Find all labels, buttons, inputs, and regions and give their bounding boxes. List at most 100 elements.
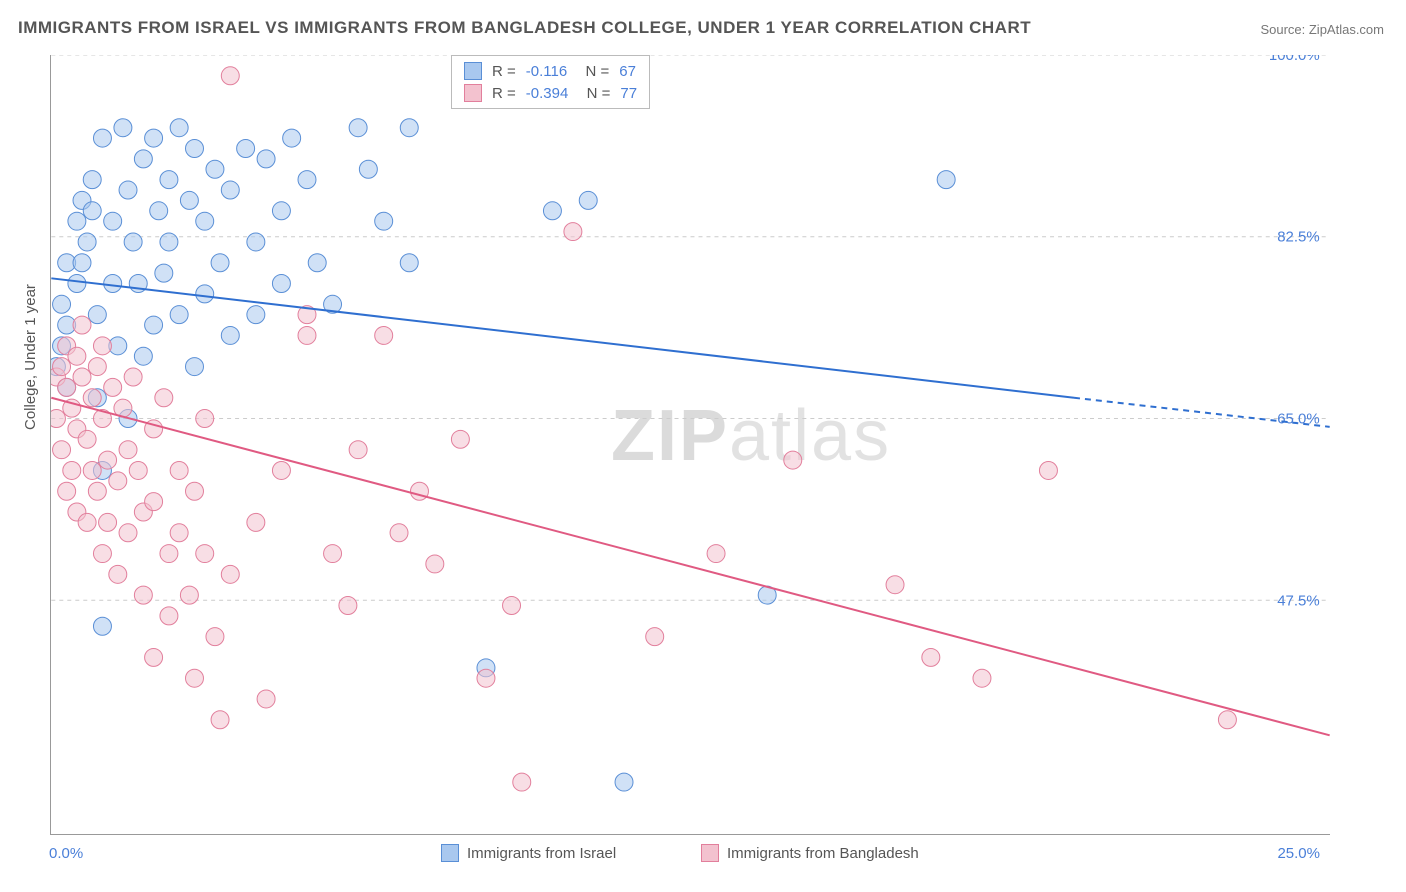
y-tick-label: 100.0% (1269, 55, 1320, 64)
data-point (247, 233, 265, 251)
r-value-israel: -0.116 (526, 63, 567, 80)
data-point (339, 597, 357, 615)
data-point (477, 669, 495, 687)
data-point (247, 513, 265, 531)
n-value-bangladesh: 77 (620, 85, 637, 102)
data-point (88, 482, 106, 500)
legend-swatch-bangladesh (464, 84, 482, 102)
data-point (83, 389, 101, 407)
data-point (426, 555, 444, 573)
data-point (73, 316, 91, 334)
legend-swatch-bangladesh-icon (701, 844, 719, 862)
data-point (58, 482, 76, 500)
data-point (615, 773, 633, 791)
data-point (78, 513, 96, 531)
data-point (78, 430, 96, 448)
data-point (93, 545, 111, 563)
data-point (324, 545, 342, 563)
data-point (451, 430, 469, 448)
data-point (145, 129, 163, 147)
data-point (53, 295, 71, 313)
source-label: Source: (1260, 22, 1308, 37)
data-point (180, 586, 198, 604)
r-label: R = (492, 63, 516, 80)
r-value-bangladesh: -0.394 (526, 85, 569, 102)
data-point (180, 191, 198, 209)
data-point (170, 461, 188, 479)
data-point (359, 160, 377, 178)
data-point (63, 461, 81, 479)
r-label: R = (492, 85, 516, 102)
data-point (145, 493, 163, 511)
n-value-israel: 67 (619, 63, 636, 80)
data-point (83, 461, 101, 479)
data-point (68, 275, 86, 293)
legend-swatch-israel-icon (441, 844, 459, 862)
data-point (88, 358, 106, 376)
data-point (93, 129, 111, 147)
data-point (93, 337, 111, 355)
data-point (68, 212, 86, 230)
data-point (186, 358, 204, 376)
data-point (375, 212, 393, 230)
data-point (99, 513, 117, 531)
data-point (58, 378, 76, 396)
data-point (73, 368, 91, 386)
scatter-svg: 100.0%82.5%65.0%47.5% (51, 55, 1330, 834)
data-point (503, 597, 521, 615)
data-point (119, 524, 137, 542)
data-point (221, 326, 239, 344)
data-point (375, 326, 393, 344)
data-point (155, 264, 173, 282)
data-point (400, 254, 418, 272)
data-point (134, 586, 152, 604)
n-label: N = (578, 85, 610, 102)
data-point (83, 202, 101, 220)
data-point (114, 119, 132, 137)
data-point (53, 358, 71, 376)
data-point (308, 254, 326, 272)
data-point (272, 202, 290, 220)
data-point (390, 524, 408, 542)
bottom-legend-label-israel: Immigrants from Israel (467, 845, 616, 862)
data-point (196, 285, 214, 303)
data-point (221, 565, 239, 583)
data-point (579, 191, 597, 209)
data-point (160, 545, 178, 563)
data-point (186, 482, 204, 500)
data-point (513, 773, 531, 791)
data-point (119, 181, 137, 199)
data-point (237, 139, 255, 157)
data-point (211, 254, 229, 272)
data-point (1039, 461, 1057, 479)
bottom-legend-label-bangladesh: Immigrants from Bangladesh (727, 845, 919, 862)
data-point (145, 316, 163, 334)
data-point (206, 160, 224, 178)
plot-area: ZIPatlas R = -0.116 N = 67 R = -0.394 N … (50, 55, 1330, 835)
data-point (155, 389, 173, 407)
data-point (257, 150, 275, 168)
data-point (104, 275, 122, 293)
data-point (221, 181, 239, 199)
legend-row-bangladesh: R = -0.394 N = 77 (464, 82, 637, 104)
data-point (124, 233, 142, 251)
data-point (119, 441, 137, 459)
data-point (196, 212, 214, 230)
y-tick-label: 47.5% (1277, 592, 1319, 609)
data-point (196, 410, 214, 428)
data-point (170, 306, 188, 324)
data-point (186, 669, 204, 687)
data-point (124, 368, 142, 386)
data-point (247, 306, 265, 324)
data-point (206, 628, 224, 646)
data-point (129, 461, 147, 479)
data-point (196, 545, 214, 563)
data-point (272, 275, 290, 293)
data-point (186, 139, 204, 157)
data-point (886, 576, 904, 594)
data-point (160, 607, 178, 625)
data-point (707, 545, 725, 563)
data-point (93, 617, 111, 635)
data-point (784, 451, 802, 469)
data-point (109, 565, 127, 583)
